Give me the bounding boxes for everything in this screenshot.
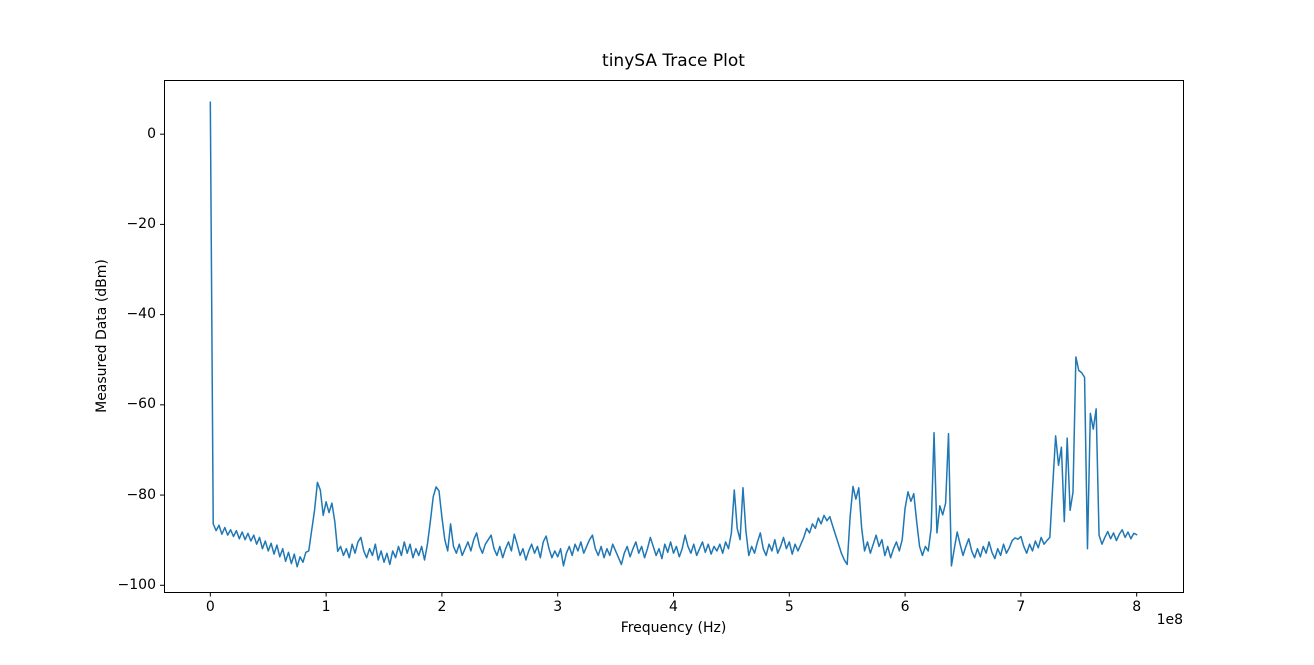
x-tick-label: 3	[553, 599, 563, 615]
x-tick-label: 2	[437, 599, 447, 615]
y-tick-label: 0	[147, 125, 156, 142]
x-axis-label: Frequency (Hz)	[620, 620, 727, 636]
x-tick-label: 6	[900, 599, 910, 615]
y-axis-label: Measured Data (dBm)	[94, 259, 110, 413]
trace-line	[209, 101, 1138, 568]
x-tick-label: 5	[784, 599, 794, 615]
x-axis-offset-label: 1e8	[1156, 612, 1183, 628]
y-tick-label: −60	[126, 396, 156, 413]
x-tick-label: 0	[205, 599, 215, 615]
axes-frame	[164, 80, 1184, 593]
x-tick-label: 8	[1132, 599, 1142, 615]
y-tick-label: −20	[126, 215, 156, 232]
chart-title: tinySA Trace Plot	[602, 51, 745, 71]
y-tick-label: −100	[117, 576, 156, 593]
y-tick-label: −40	[126, 306, 156, 323]
x-tick-label: 7	[1016, 599, 1026, 615]
x-tick-label: 4	[669, 599, 678, 615]
x-tick-label: 1	[321, 599, 331, 615]
y-tick-label: −80	[126, 486, 156, 503]
